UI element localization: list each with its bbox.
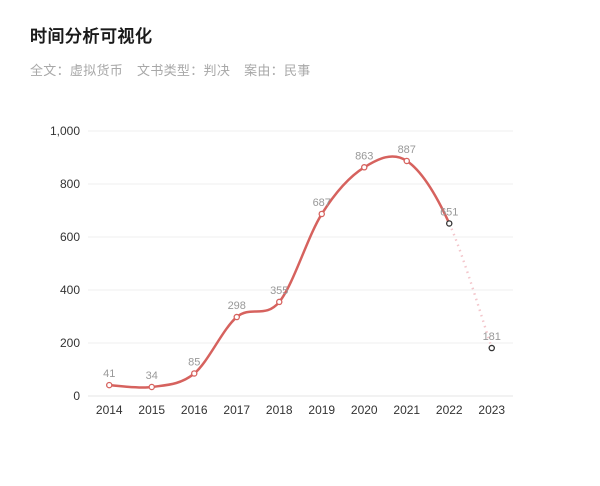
- data-point-marker[interactable]: [148, 383, 155, 391]
- x-axis-tick-label: 2022: [436, 403, 463, 417]
- data-point-marker[interactable]: [318, 210, 325, 218]
- chart-header: 时间分析可视化 全文：虚拟货币 文书类型：判决 案由：民事: [30, 22, 321, 79]
- filter-doctype-value: 判决: [203, 63, 231, 78]
- filter-fulltext: 全文：虚拟货币: [30, 63, 123, 78]
- data-point-marker[interactable]: [360, 164, 368, 171]
- x-axis-tick-label: 2019: [308, 403, 335, 417]
- data-point-value-label: 651: [440, 206, 458, 218]
- data-point-marker[interactable]: [106, 381, 113, 389]
- x-axis-tick-label: 2017: [223, 403, 250, 417]
- trend-line-dotted-forecast: [448, 223, 493, 349]
- data-point-marker[interactable]: [275, 298, 283, 306]
- data-point-marker[interactable]: [403, 157, 410, 165]
- filter-fulltext-label: 全文：: [30, 63, 70, 78]
- filter-fulltext-value: 虚拟货币: [69, 63, 124, 78]
- y-axis-tick-label: 200: [60, 336, 80, 350]
- data-point-value-label: 687: [313, 197, 331, 209]
- data-point-value-label: 41: [103, 368, 115, 380]
- filter-doctype-label: 文书类型：: [137, 63, 204, 78]
- data-point-marker[interactable]: [488, 344, 495, 352]
- data-point-value-label: 863: [355, 150, 373, 162]
- filter-summary: 全文：虚拟货币 文书类型：判决 案由：民事: [30, 60, 321, 79]
- page-title: 时间分析可视化: [30, 27, 153, 46]
- x-axis-tick-label: 2021: [393, 403, 420, 417]
- filter-cause-value: 民事: [283, 63, 311, 78]
- filter-doctype: 文书类型：判决: [137, 63, 230, 78]
- filter-cause-label: 案由：: [244, 63, 284, 78]
- data-point-marker[interactable]: [190, 370, 198, 377]
- y-axis-tick-label: 600: [60, 230, 80, 244]
- data-point-value-label: 887: [398, 144, 416, 156]
- data-point-value-label: 355: [270, 285, 288, 297]
- x-axis-tick-label: 2020: [351, 403, 378, 417]
- data-point-value-label: 181: [483, 331, 501, 343]
- data-point-marker[interactable]: [233, 313, 240, 321]
- x-axis-tick-label: 2014: [96, 403, 123, 417]
- x-axis-tick-label: 2018: [266, 403, 293, 417]
- x-axis-tick-label: 2016: [181, 403, 208, 417]
- data-point-value-label: 85: [188, 356, 200, 368]
- x-axis-tick-label: 2015: [138, 403, 165, 417]
- x-axis-tick-label: 2023: [478, 403, 505, 417]
- filter-cause: 案由：民事: [244, 63, 311, 78]
- y-axis-tick-label: 800: [60, 177, 80, 191]
- data-point-value-label: 34: [146, 370, 158, 382]
- data-point-marker[interactable]: [445, 220, 453, 227]
- y-axis-tick-label: 0: [73, 389, 80, 403]
- y-axis-tick-label: 1,000: [50, 124, 80, 138]
- y-axis-tick-label: 400: [60, 283, 80, 297]
- trend-line-solid: [108, 155, 451, 389]
- data-point-value-label: 298: [228, 300, 246, 312]
